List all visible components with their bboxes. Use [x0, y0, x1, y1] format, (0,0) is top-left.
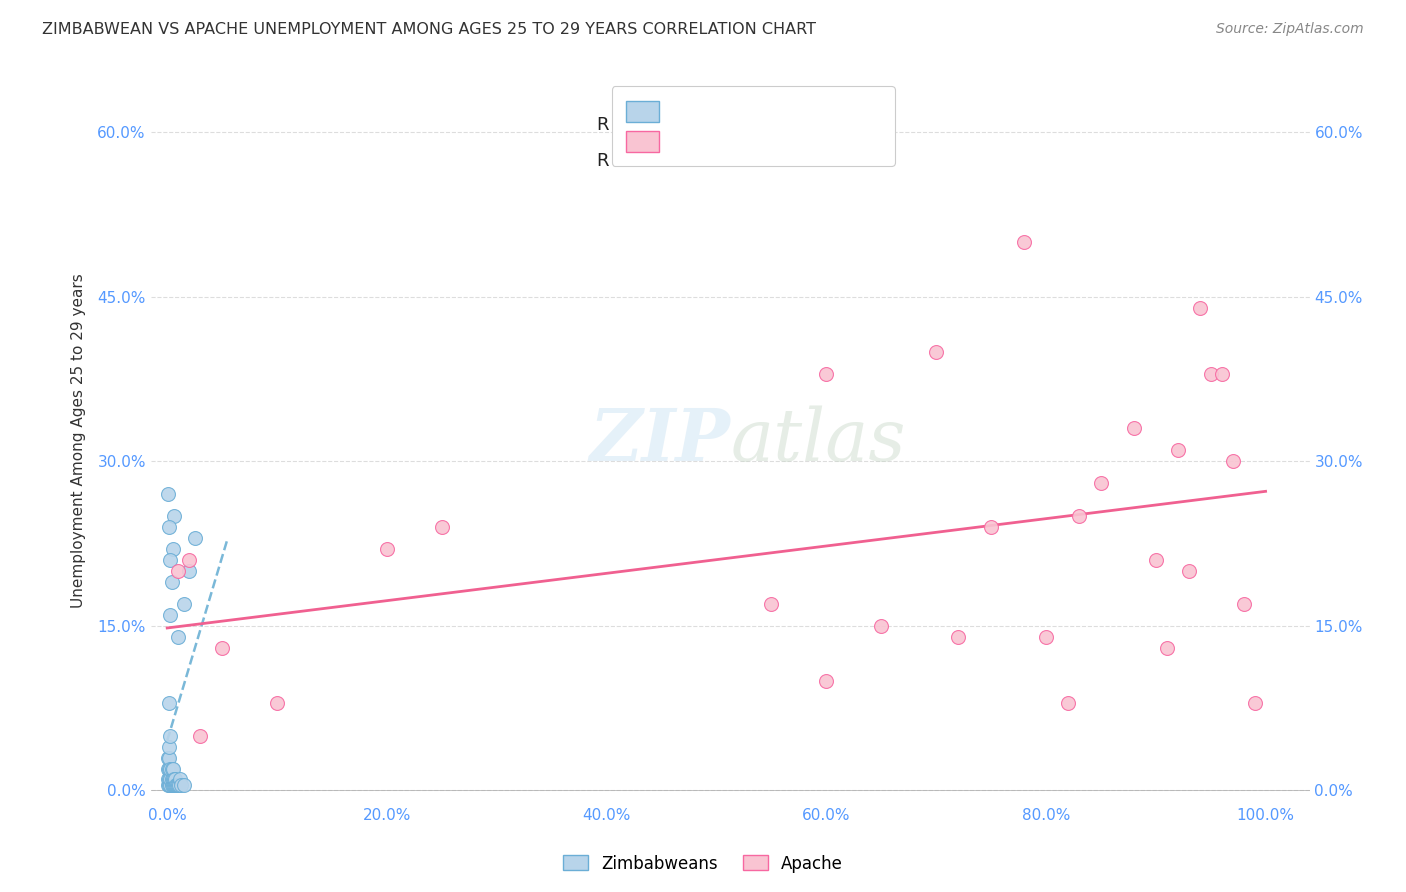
Point	[211, 640, 233, 655]
Point	[183, 531, 205, 545]
Text: R =: R =	[598, 152, 636, 170]
Point	[159, 553, 181, 567]
Point	[375, 542, 398, 557]
Point	[159, 772, 181, 787]
Point	[162, 762, 184, 776]
Text: atlas: atlas	[730, 405, 905, 475]
Point	[1144, 553, 1167, 567]
Point	[173, 597, 195, 611]
Point	[1233, 597, 1256, 611]
Point	[157, 772, 180, 787]
Point	[157, 778, 180, 792]
Point	[430, 520, 453, 534]
Point	[162, 772, 184, 787]
Point	[946, 630, 969, 644]
Point	[266, 696, 288, 710]
Point	[163, 778, 186, 792]
Point	[815, 367, 838, 381]
Point	[159, 607, 181, 622]
Point	[157, 762, 180, 776]
Point	[1188, 301, 1211, 315]
Text: ZIP: ZIP	[589, 405, 730, 476]
Point	[167, 564, 190, 578]
Point	[160, 772, 183, 787]
Point	[157, 487, 180, 501]
Point	[157, 750, 180, 764]
Text: 0.271: 0.271	[652, 116, 710, 134]
Point	[159, 762, 181, 776]
Point	[159, 729, 181, 743]
Text: 42: 42	[759, 116, 785, 134]
Point	[1057, 696, 1080, 710]
Text: ZIMBABWEAN VS APACHE UNEMPLOYMENT AMONG AGES 25 TO 29 YEARS CORRELATION CHART: ZIMBABWEAN VS APACHE UNEMPLOYMENT AMONG …	[42, 22, 815, 37]
Text: N =: N =	[707, 116, 758, 134]
Point	[761, 597, 783, 611]
Point	[1177, 564, 1199, 578]
Point	[157, 772, 180, 787]
Point	[1090, 476, 1112, 491]
Point	[179, 564, 201, 578]
Point	[1167, 443, 1189, 458]
Point	[980, 520, 1002, 534]
Point	[179, 553, 201, 567]
Point	[188, 729, 211, 743]
Point	[157, 739, 180, 754]
Point	[1243, 696, 1265, 710]
Point	[167, 630, 190, 644]
Point	[162, 778, 184, 792]
Point	[163, 772, 186, 787]
Y-axis label: Unemployment Among Ages 25 to 29 years: Unemployment Among Ages 25 to 29 years	[72, 273, 86, 608]
Point	[173, 778, 195, 792]
Point	[1222, 454, 1244, 468]
Text: N =: N =	[707, 152, 758, 170]
Point	[157, 778, 180, 792]
Point	[1012, 235, 1035, 249]
Point	[170, 778, 193, 792]
Point	[166, 778, 188, 792]
Point	[160, 778, 183, 792]
Point	[163, 772, 186, 787]
Point	[159, 778, 181, 792]
Text: 30: 30	[759, 152, 785, 170]
Legend: Zimbabweans, Apache: Zimbabweans, Apache	[557, 848, 849, 880]
Point	[157, 762, 180, 776]
Point	[1156, 640, 1178, 655]
Point	[165, 778, 187, 792]
Text: 0.302: 0.302	[652, 152, 710, 170]
Point	[870, 619, 893, 633]
Point	[1199, 367, 1222, 381]
Point	[163, 509, 186, 524]
Point	[167, 778, 190, 792]
Point	[1122, 421, 1144, 435]
Point	[162, 542, 184, 557]
Point	[1035, 630, 1057, 644]
Text: R =: R =	[598, 116, 636, 134]
Point	[160, 762, 183, 776]
Point	[1067, 509, 1090, 524]
Point	[157, 696, 180, 710]
Point	[169, 778, 191, 792]
Point	[163, 778, 186, 792]
Point	[815, 673, 838, 688]
Point	[160, 575, 183, 590]
Text: Source: ZipAtlas.com: Source: ZipAtlas.com	[1216, 22, 1364, 37]
Point	[157, 750, 180, 764]
Point	[157, 520, 180, 534]
Point	[925, 344, 948, 359]
Point	[169, 772, 191, 787]
Legend:                                     ,                                     : ,	[612, 87, 894, 166]
Point	[1211, 367, 1233, 381]
